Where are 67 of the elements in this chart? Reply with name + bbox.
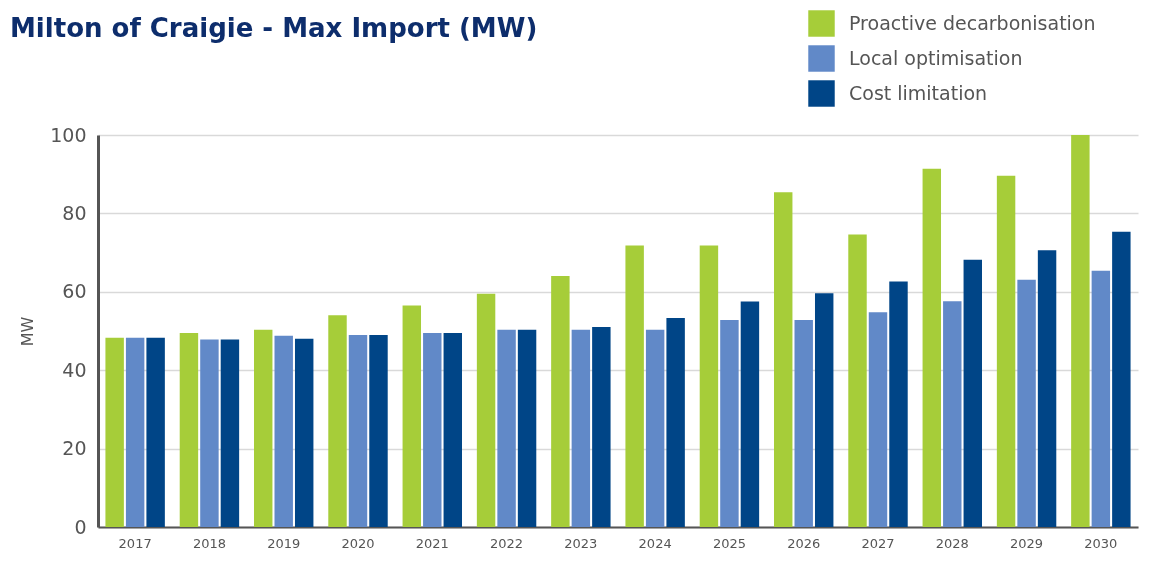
x-tick-label: 2019	[267, 535, 301, 551]
legend-label: Cost limitation	[849, 81, 988, 104]
bar	[328, 315, 347, 527]
bar	[220, 339, 240, 527]
y-axis-title: MW	[18, 316, 38, 347]
x-tick-label: 2023	[564, 535, 598, 551]
bar	[497, 329, 516, 527]
bar	[666, 318, 685, 527]
bar	[551, 276, 570, 527]
bar	[794, 320, 813, 527]
bar	[848, 234, 867, 527]
bar	[1037, 250, 1057, 527]
bar	[125, 337, 145, 527]
x-tick-label: 2021	[415, 535, 449, 551]
bar	[254, 329, 273, 527]
x-tick-label: 2024	[638, 535, 672, 551]
bar	[740, 301, 760, 527]
bar	[105, 337, 124, 527]
bar	[1112, 231, 1131, 527]
bar	[179, 332, 199, 527]
bar	[443, 332, 462, 527]
bar	[402, 305, 422, 527]
x-tick-label: 2030	[1084, 535, 1118, 551]
bar	[423, 332, 442, 527]
x-tick-label: 2022	[490, 535, 524, 551]
x-tick-label: 2020	[341, 535, 375, 551]
bar	[645, 329, 665, 527]
x-tick-label: 2018	[192, 535, 226, 551]
y-tick-label: 40	[62, 358, 87, 381]
legend-label: Proactive decarbonisation	[849, 11, 1096, 34]
bar	[294, 338, 314, 527]
bar	[146, 337, 165, 527]
bar	[1017, 279, 1036, 527]
bar	[592, 327, 611, 527]
x-tick-label: 2025	[712, 535, 746, 551]
bar	[274, 335, 293, 527]
x-tick-label: 2017	[118, 535, 152, 551]
bar	[571, 329, 591, 527]
bar	[889, 281, 908, 527]
y-tick-label: 80	[62, 201, 87, 224]
bar	[720, 320, 739, 527]
x-tick-label: 2026	[787, 535, 821, 551]
bar	[476, 293, 496, 527]
chart-title: Milton of Craigie - Max Import (MW)	[10, 13, 538, 43]
bar	[369, 334, 388, 527]
x-tick-label: 2027	[861, 535, 895, 551]
legend-label: Local optimisation	[849, 46, 1023, 69]
x-tick-label: 2028	[935, 535, 969, 551]
bar	[963, 259, 982, 527]
x-tick-label: 2029	[1010, 535, 1044, 551]
y-tick-label: 100	[50, 123, 87, 146]
bar	[517, 329, 537, 527]
bar	[774, 192, 793, 527]
bar	[1091, 270, 1111, 527]
y-tick-label: 20	[62, 437, 87, 460]
bar	[699, 245, 719, 527]
bar	[348, 334, 368, 527]
y-tick-label: 0	[74, 515, 87, 538]
bar	[814, 293, 834, 527]
bar	[943, 301, 962, 527]
bar	[922, 168, 942, 527]
bar	[996, 175, 1016, 527]
bar	[200, 339, 219, 527]
bar	[868, 312, 888, 527]
bar	[625, 245, 644, 527]
y-tick-label: 60	[62, 280, 87, 303]
bar	[1071, 135, 1090, 527]
